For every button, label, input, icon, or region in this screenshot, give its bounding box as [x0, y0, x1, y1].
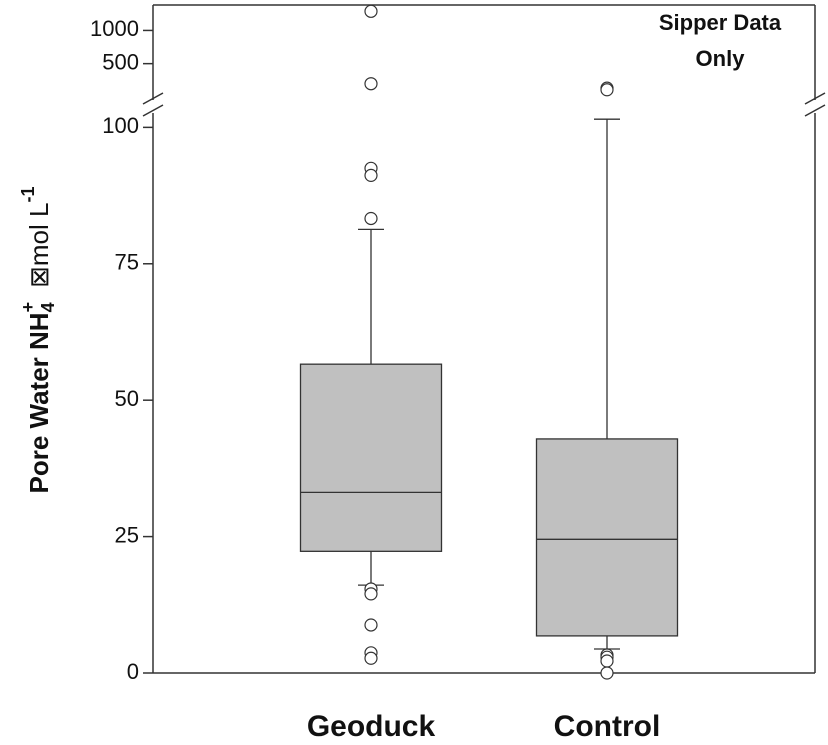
- y-tick-label: 75: [115, 250, 139, 275]
- box: [535, 438, 679, 637]
- x-tick-label: Geoduck: [307, 710, 436, 743]
- outlier: [364, 618, 378, 632]
- outlier: [600, 666, 614, 680]
- y-tick-label: 100: [102, 113, 139, 138]
- annotation: Only: [696, 46, 746, 71]
- y-tick-label: 1000: [90, 16, 139, 41]
- y-tick-label: 25: [115, 522, 139, 547]
- x-tick-label: Control: [554, 710, 661, 743]
- y-tick-label: 500: [102, 49, 139, 74]
- y-axis-label: Pore Water NH4+⊠mol L-1: [18, 187, 58, 494]
- box: [299, 363, 443, 552]
- axis-frame: [142, 4, 826, 674]
- outlier: [364, 168, 378, 182]
- outlier: [600, 654, 614, 668]
- annotation: Sipper Data: [659, 10, 782, 35]
- outlier: [364, 4, 378, 18]
- y-tick-label: 50: [115, 386, 139, 411]
- outlier: [364, 77, 378, 91]
- outlier: [364, 211, 378, 226]
- outlier: [600, 83, 614, 97]
- outlier: [364, 587, 378, 601]
- outlier: [364, 651, 378, 665]
- y-tick-label: 0: [127, 659, 139, 684]
